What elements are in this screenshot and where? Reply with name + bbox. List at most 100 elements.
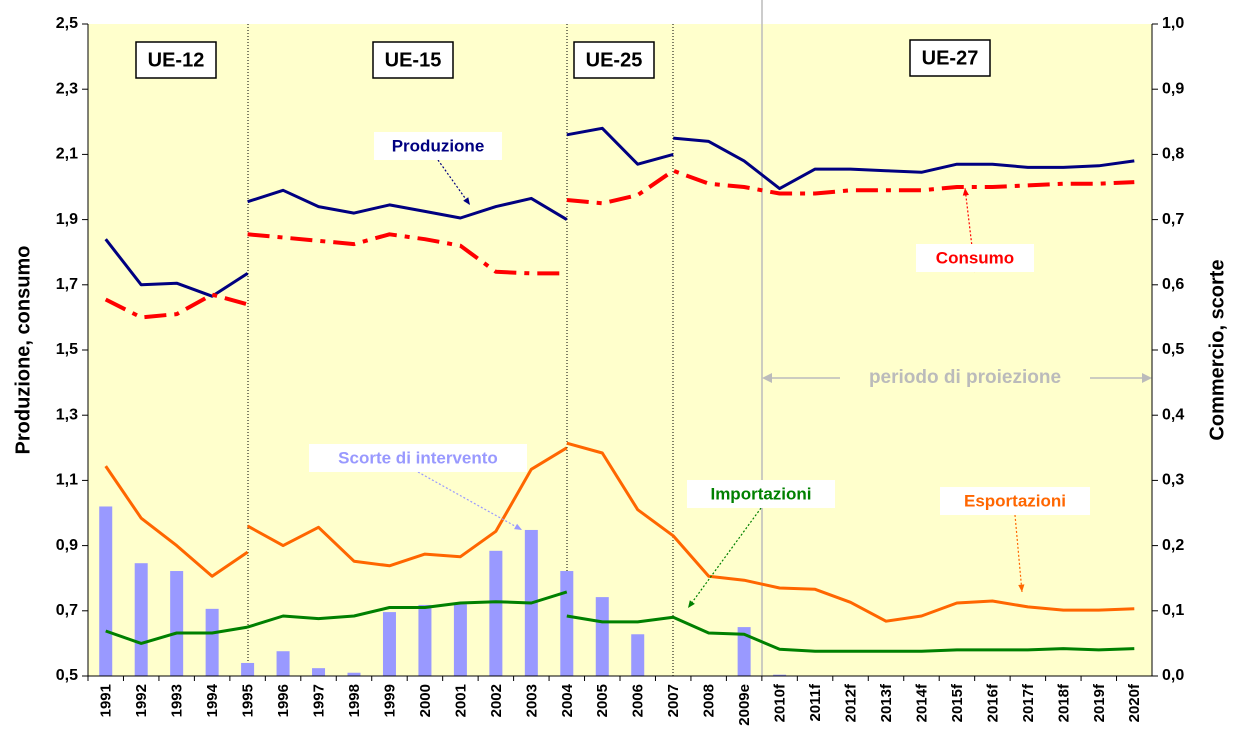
line [104,465,249,578]
y2-tick-label: 0,7 [1162,211,1184,228]
bar [560,571,574,676]
y2-tick-label: 0,5 [1162,341,1184,358]
y2-tick-label: 0,8 [1162,146,1184,163]
y2-tick-label: 0,0 [1162,667,1184,684]
y2-tick-label: 0,6 [1162,276,1184,293]
period-label: UE-25 [586,49,643,71]
x-tick-label: 1996 [275,684,292,717]
bar [773,674,787,676]
line [247,188,568,221]
bar [205,608,219,676]
annotation: Consumo [936,248,1014,267]
bar [241,662,255,676]
y2-axis-title: Commercio, scorte [1206,259,1228,440]
x-tick-label: 1993 [169,684,186,717]
x-tick-label: 2012f [843,683,860,722]
x-tick-label: 2008 [701,684,718,717]
bar [595,597,609,676]
y-tick-label: 0,9 [56,537,78,554]
annotation-arrowhead [688,600,695,608]
y-tick-label: 1,7 [56,276,78,293]
annotation-arrowhead [1018,584,1025,592]
line [104,292,249,320]
bar [347,672,361,676]
period-box [372,41,454,79]
x-tick-label: 2019f [1091,683,1108,722]
bar [312,668,326,676]
y-axis-title: Produzione, consumo [12,246,34,455]
annotation-arrow [687,507,762,609]
y-tick-label: 1,9 [56,211,78,228]
bar [276,651,290,676]
x-tick-label: 1997 [311,684,328,717]
x-tick-label: 2002 [488,684,505,717]
annotation-box [309,444,527,472]
x-tick-label: 1995 [240,684,257,717]
line [247,232,567,276]
period-box [135,41,217,79]
period-label: UE-12 [148,49,205,71]
y-tick-label: 2,1 [56,146,78,163]
x-tick-label: 2015f [949,683,966,722]
arrowhead [1142,373,1152,383]
bar [489,550,503,676]
line [566,126,674,166]
annotation-box [940,487,1090,515]
annotation-arrowhead [962,188,969,196]
line [104,238,249,298]
bar [99,506,113,676]
y-tick-label: 0,7 [56,602,78,619]
period-label: UE-27 [922,47,979,69]
y2-tick-label: 0,4 [1162,406,1184,423]
line [566,441,1135,623]
annotation: Importazioni [710,484,811,503]
y-tick-label: 1,3 [56,406,78,423]
bar [631,634,645,676]
y2-tick-label: 0,3 [1162,472,1184,489]
x-tick-label: 1992 [133,684,150,717]
annotation-arrowhead [463,197,470,205]
x-tick-label: 2013f [878,683,895,722]
line [673,136,1135,191]
y2-tick-label: 1,0 [1162,15,1184,32]
x-tick-label: 2001 [452,684,469,717]
line [246,446,568,568]
period-box [573,41,655,79]
x-tick-label: 2017f [1020,683,1037,722]
period-box [909,39,991,77]
x-tick-label: 2011f [807,683,824,722]
y2-tick-label: 0,1 [1162,602,1184,619]
x-tick-label: 2014f [913,683,930,722]
bar [737,627,751,676]
annotation: Produzione [392,136,485,155]
y-tick-label: 1,1 [56,472,78,489]
plot-area [88,24,1152,676]
x-tick-label: 1991 [98,684,115,717]
x-tick-label: 2004 [559,683,576,717]
x-tick-label: 2009e [736,684,753,726]
x-tick-label: 2005 [594,684,611,717]
y-tick-label: 0,5 [56,667,78,684]
y-tick-label: 2,5 [56,15,78,32]
x-tick-label: 2006 [630,684,647,717]
bar [134,563,148,676]
annotation-arrowhead [514,523,522,530]
line [247,590,568,629]
arrowhead [762,373,772,383]
y2-tick-label: 0,2 [1162,537,1184,554]
annotation-arrow [437,159,471,206]
annotation-box [916,244,1034,272]
overlay: periodo di proiezione UE-12 UE-15 UE-25 UE-… [135,39,1152,609]
annotation: Scorte di intervento [338,448,498,467]
annotation-box [687,480,835,508]
x-tick-label: 2016f [984,683,1001,722]
bar [170,571,184,676]
line [566,168,1135,206]
y-tick-label: 1,5 [56,341,78,358]
x-tick-label: 2000 [417,684,434,717]
x-tick-label: 1998 [346,684,363,717]
projection-label: periodo di proiezione [869,367,1061,388]
bar [382,612,396,676]
marks [99,126,1135,676]
